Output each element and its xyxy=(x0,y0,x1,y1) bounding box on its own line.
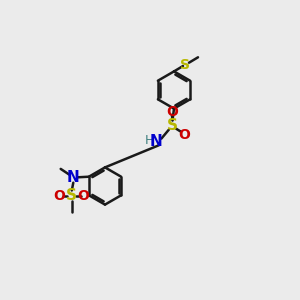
Text: N: N xyxy=(67,170,80,185)
Text: S: S xyxy=(167,118,178,133)
Text: H: H xyxy=(145,134,154,148)
Text: O: O xyxy=(77,189,89,203)
Text: O: O xyxy=(166,106,178,119)
Text: N: N xyxy=(150,134,162,149)
Text: O: O xyxy=(53,189,65,203)
Text: S: S xyxy=(66,188,77,203)
Text: O: O xyxy=(178,128,190,142)
Text: S: S xyxy=(180,58,190,72)
